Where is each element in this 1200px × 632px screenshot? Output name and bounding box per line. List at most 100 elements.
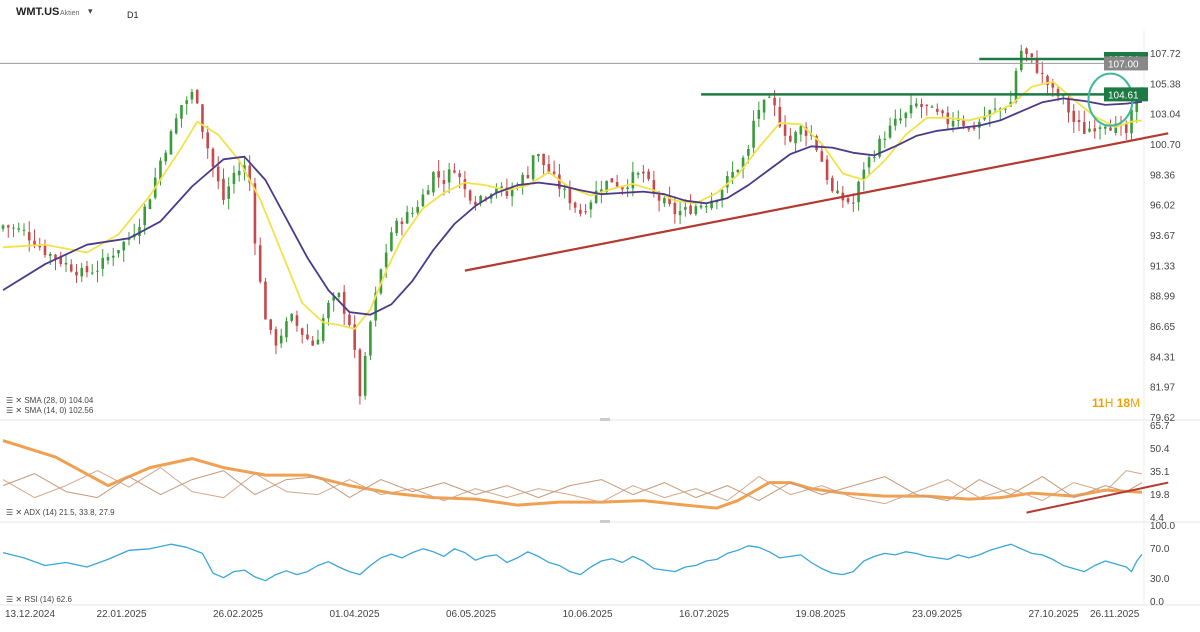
close-icon[interactable]: ✕ [15, 508, 23, 517]
candle-body [253, 183, 257, 244]
time-tick-label: 22.01.2025 [97, 609, 147, 620]
candle-body [453, 170, 456, 173]
candle-body [337, 293, 341, 298]
sma14-legend[interactable]: ☰ ✕ SMA (14, 0) 102.56 [6, 406, 93, 415]
candle-body [384, 252, 388, 268]
candle-body [636, 173, 640, 175]
candle-body [64, 262, 68, 265]
candle-body [547, 164, 551, 174]
candle-body [615, 182, 619, 187]
settings-icon[interactable]: ☰ [6, 396, 14, 405]
candle-body [1004, 108, 1007, 110]
candle-body [80, 267, 84, 277]
symbol-label[interactable]: WMT.US [16, 6, 60, 18]
candle-body [993, 108, 997, 110]
candle-body [899, 118, 902, 121]
candle-body [269, 319, 272, 331]
adx-tick-label: 65.7 [1150, 421, 1170, 432]
rsi-label: RSI (14) 62.6 [24, 595, 72, 604]
candle-body [405, 211, 409, 224]
candle-body [54, 254, 57, 260]
candle-body [216, 166, 220, 182]
candle-body [594, 190, 598, 203]
time-tick-label: 01.04.2025 [330, 609, 380, 620]
time-tick-label: 19.08.2025 [796, 609, 846, 620]
timer-minutes: 18 [1116, 396, 1131, 410]
candle-body [43, 244, 47, 256]
time-tick-label: 06.05.2025 [446, 609, 496, 620]
candle-body [33, 240, 36, 246]
candle-body [274, 329, 278, 346]
candle-body [783, 124, 787, 136]
rsi-tick-label: 0.0 [1150, 597, 1164, 608]
candle-body [148, 199, 152, 209]
close-icon[interactable]: ✕ [15, 406, 23, 415]
candle-body [227, 186, 231, 199]
candle-body [258, 245, 262, 282]
candle-body [1061, 95, 1065, 97]
price-tick-label: 96.02 [1150, 201, 1175, 212]
candle-body [264, 281, 267, 320]
sma28-legend[interactable]: ☰ ✕ SMA (28, 0) 104.04 [6, 396, 93, 405]
close-icon[interactable]: ✕ [15, 396, 23, 405]
candle-body [694, 206, 698, 215]
close-icon[interactable]: ✕ [15, 595, 23, 604]
candle-body [206, 132, 210, 149]
adx-legend[interactable]: ☰ ✕ ADX (14) 21.5, 33.8, 27.9 [6, 508, 115, 517]
timer-hours: 11 [1092, 396, 1105, 410]
candle-body [505, 187, 509, 196]
adx-tick-label: 4.4 [1150, 513, 1164, 524]
candle-body [285, 321, 288, 338]
rsi-tick-label: 100.0 [1150, 521, 1175, 532]
candle-body [584, 211, 587, 213]
candle-body [909, 105, 913, 114]
candle-body [369, 321, 372, 356]
candle-body [563, 188, 566, 190]
sma28-line [2, 97, 1143, 316]
price-tick-label: 107.72 [1150, 49, 1181, 60]
adx-series-2 [2, 470, 1143, 502]
rsi-legend[interactable]: ☰ ✕ RSI (14) 62.6 [6, 595, 72, 604]
candle-body [211, 148, 215, 167]
candle-body [773, 97, 776, 106]
rsi-tick-label: 30.0 [1150, 574, 1170, 585]
settings-icon[interactable]: ☰ [6, 595, 14, 604]
candle-body [988, 110, 992, 117]
candle-body [1077, 119, 1081, 123]
candle-body [363, 355, 367, 396]
timer-hours-unit: H [1104, 396, 1114, 410]
candle-body [1114, 123, 1118, 133]
candle-body [631, 172, 635, 189]
sma14-line [2, 80, 1143, 330]
settings-icon[interactable]: ☰ [6, 508, 14, 517]
candle-body [820, 151, 824, 162]
candle-body [332, 296, 335, 301]
candle-body [589, 202, 593, 210]
chevron-down-icon[interactable]: ▾ [88, 6, 93, 16]
candle-body [930, 106, 934, 108]
candle-body [463, 179, 467, 190]
candle-body [237, 170, 241, 176]
adx-series-0 [2, 439, 1143, 510]
candle-body [474, 201, 477, 205]
price-tick-label: 88.99 [1150, 292, 1175, 303]
rsi-tick-label: 70.0 [1150, 544, 1170, 555]
candle-body [526, 175, 530, 179]
price-tag-label: 107.00 [1108, 59, 1139, 70]
candle-body [1030, 53, 1034, 57]
candle-body [941, 110, 944, 114]
candle-body [306, 334, 309, 340]
candle-body [17, 228, 21, 230]
candle-body [951, 121, 955, 127]
candle-body [426, 190, 430, 195]
price-tick-label: 98.36 [1150, 170, 1175, 181]
settings-icon[interactable]: ☰ [6, 406, 14, 415]
adx-tick-label: 50.4 [1150, 444, 1170, 455]
candle-body [442, 180, 446, 184]
candle-body [96, 270, 99, 272]
timeframe-label[interactable]: D1 [127, 10, 139, 20]
time-tick-label: 23.09.2025 [912, 609, 962, 620]
candle-body [605, 180, 608, 192]
candle-body [794, 131, 797, 144]
candle-body [1082, 122, 1086, 134]
